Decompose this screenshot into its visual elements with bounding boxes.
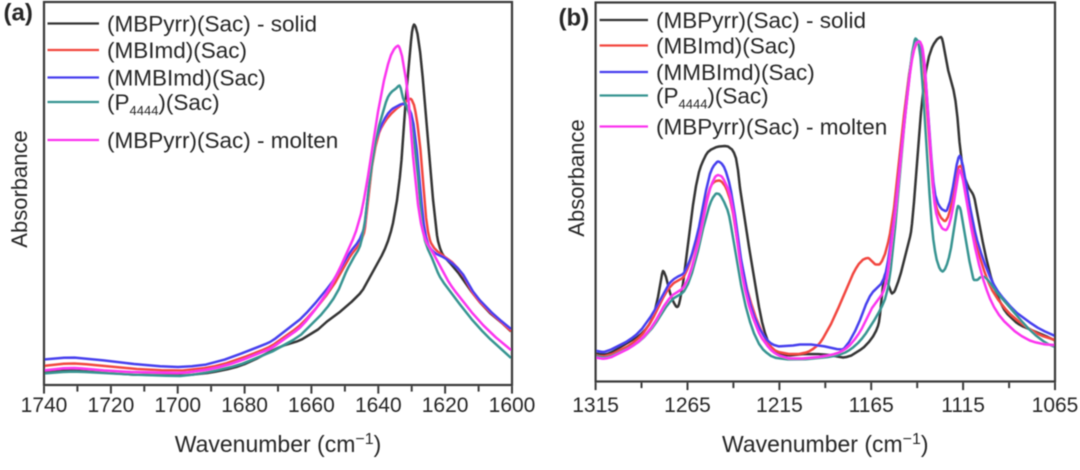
- svg-text:1065: 1065: [1032, 394, 1079, 417]
- svg-text:(MBImd)(Sac): (MBImd)(Sac): [656, 33, 796, 58]
- svg-text:1265: 1265: [664, 394, 711, 417]
- svg-text:1680: 1680: [221, 394, 268, 417]
- svg-text:1640: 1640: [355, 394, 402, 417]
- svg-text:1660: 1660: [288, 394, 335, 417]
- svg-text:1700: 1700: [154, 394, 201, 417]
- svg-text:(MBImd)(Sac): (MBImd)(Sac): [107, 38, 247, 63]
- svg-text:1215: 1215: [756, 394, 803, 417]
- svg-text:1720: 1720: [88, 394, 135, 417]
- svg-text:1115: 1115: [941, 394, 985, 417]
- svg-text:Absorbance: Absorbance: [564, 119, 589, 236]
- svg-text:(MMBImd)(Sac): (MMBImd)(Sac): [656, 60, 815, 85]
- svg-text:1165: 1165: [849, 394, 894, 417]
- svg-text:(MBPyrr)(Sac) - solid: (MBPyrr)(Sac) - solid: [656, 8, 866, 33]
- svg-text:1620: 1620: [422, 394, 469, 417]
- svg-text:(P4444)(Sac): (P4444)(Sac): [107, 90, 220, 118]
- svg-text:(b): (b): [559, 5, 590, 32]
- svg-text:(a): (a): [4, 0, 33, 27]
- svg-text:(MMBImd)(Sac): (MMBImd)(Sac): [107, 65, 266, 90]
- svg-text:(MBPyrr)(Sac) - molten: (MBPyrr)(Sac) - molten: [656, 114, 887, 139]
- svg-text:Wavenumber (cm−1): Wavenumber (cm−1): [722, 431, 929, 457]
- svg-text:(MBPyrr)(Sac) - solid: (MBPyrr)(Sac) - solid: [107, 11, 317, 36]
- svg-text:Wavenumber (cm−1): Wavenumber (cm−1): [175, 431, 382, 457]
- svg-text:(P4444)(Sac): (P4444)(Sac): [656, 83, 769, 111]
- svg-text:1600: 1600: [489, 394, 536, 417]
- svg-text:1315: 1315: [572, 394, 619, 417]
- svg-text:(MBPyrr)(Sac) - molten: (MBPyrr)(Sac) - molten: [107, 128, 338, 153]
- svg-text:Absorbance: Absorbance: [7, 130, 32, 247]
- svg-text:1740: 1740: [21, 394, 68, 417]
